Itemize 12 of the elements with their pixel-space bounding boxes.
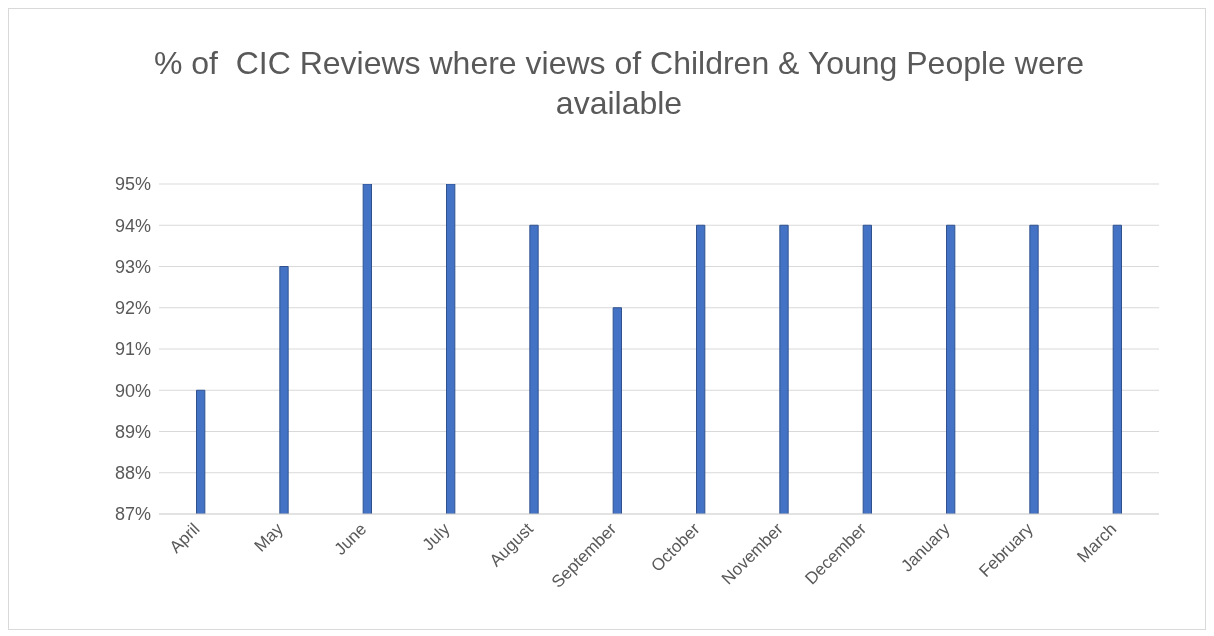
x-tick-label: July — [418, 519, 454, 555]
y-tick-label: 93% — [114, 256, 151, 277]
chart-title: % of CIC Reviews where views of Children & Young People were available — [152, 44, 1086, 123]
x-tick-label: May — [250, 519, 288, 556]
y-tick-label: 89% — [114, 421, 151, 442]
y-tick-label: 94% — [114, 215, 151, 236]
y-tick-label: 91% — [114, 339, 151, 360]
y-tick-label: 88% — [114, 463, 151, 484]
y-tick-label: 87% — [114, 504, 151, 525]
y-tick-label: 92% — [114, 298, 151, 319]
y-tick-label: 90% — [114, 380, 151, 401]
y-tick-label: 95% — [114, 174, 151, 195]
